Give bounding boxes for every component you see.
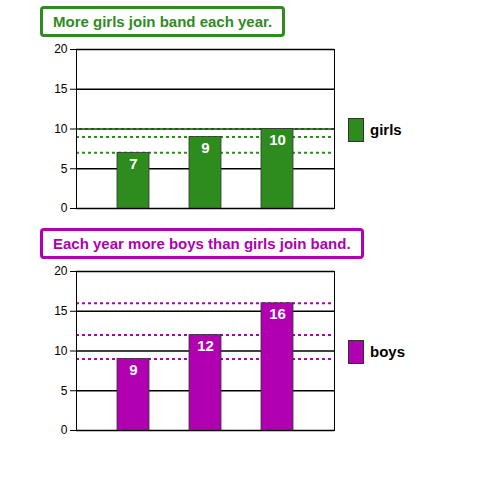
svg-text:15: 15 [54, 304, 68, 318]
svg-text:7: 7 [129, 155, 137, 172]
html-text:girls: girls [370, 121, 402, 138]
svg-text:10: 10 [54, 344, 68, 358]
svg-text:12: 12 [197, 337, 214, 354]
svg-text:9: 9 [201, 139, 209, 156]
svg-text:15: 15 [54, 82, 68, 96]
html-text:More girls join band each year: More girls join band each year. [53, 13, 273, 30]
svg-text:10: 10 [54, 122, 68, 136]
html-text:boys: boys [370, 343, 405, 360]
svg-text:0: 0 [61, 423, 68, 437]
svg-text:20: 20 [54, 42, 68, 56]
svg-text:5: 5 [61, 162, 68, 176]
svg-text:10: 10 [269, 131, 286, 148]
svg-text:9: 9 [129, 361, 137, 378]
svg-text:5: 5 [61, 384, 68, 398]
svg-text:16: 16 [269, 305, 286, 322]
svg-text:20: 20 [54, 264, 68, 278]
html-text:Each year more boys than girls: Each year more boys than girls join band… [53, 235, 351, 252]
svg-text:0: 0 [61, 201, 68, 215]
